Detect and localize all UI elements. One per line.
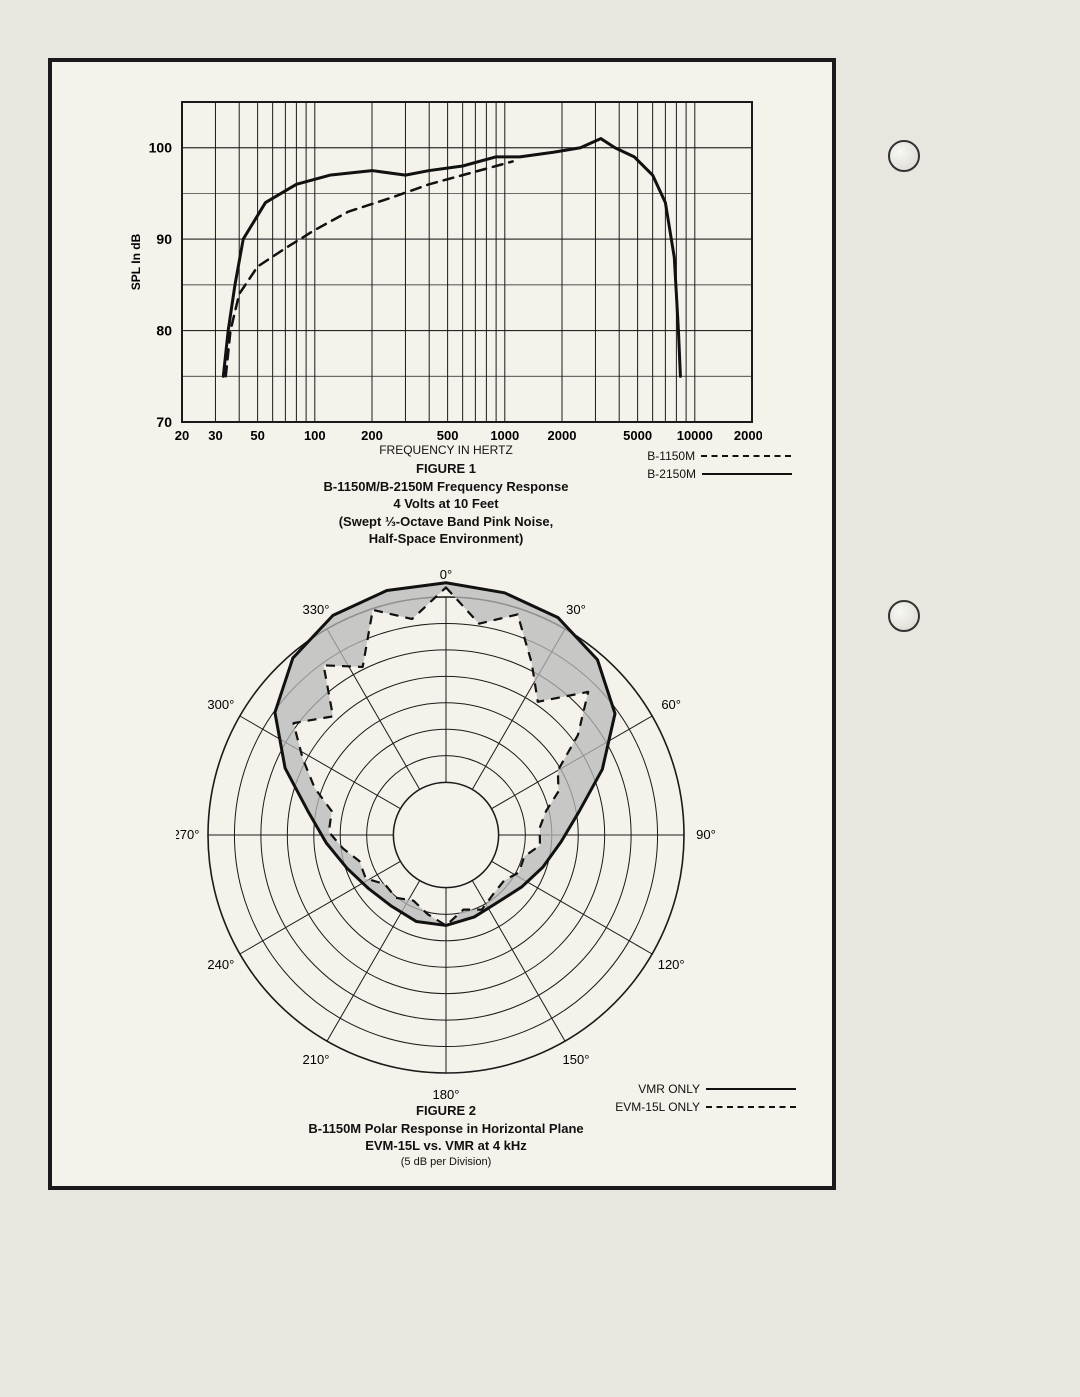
figure-line: 4 Volts at 10 Feet bbox=[52, 495, 840, 513]
frequency-response-chart: 7080901002030501002005001000200050001000… bbox=[122, 92, 762, 432]
svg-text:150°: 150° bbox=[563, 1052, 590, 1067]
svg-text:1000: 1000 bbox=[490, 428, 519, 443]
svg-text:100: 100 bbox=[304, 428, 326, 443]
svg-text:70: 70 bbox=[156, 414, 172, 430]
svg-text:270°: 270° bbox=[176, 827, 199, 842]
svg-text:0°: 0° bbox=[440, 567, 452, 582]
figure-line: Half-Space Environment) bbox=[52, 530, 840, 548]
figure1-caption: FREQUENCY IN HERTZ FIGURE 1 B-1150M/B-21… bbox=[52, 442, 840, 548]
svg-text:50: 50 bbox=[250, 428, 264, 443]
svg-text:2000: 2000 bbox=[548, 428, 577, 443]
svg-text:330°: 330° bbox=[303, 602, 330, 617]
figure-line: EVM-15L vs. VMR at 4 kHz bbox=[52, 1137, 840, 1155]
figure-line: (Swept ⅓-Octave Band Pink Noise, bbox=[52, 513, 840, 531]
svg-text:30°: 30° bbox=[566, 602, 586, 617]
svg-text:30: 30 bbox=[208, 428, 222, 443]
svg-text:10000: 10000 bbox=[677, 428, 713, 443]
svg-text:60°: 60° bbox=[661, 697, 681, 712]
punch-hole-icon bbox=[888, 140, 920, 172]
figure-label: FIGURE 2 bbox=[52, 1102, 840, 1120]
legend-item-vmr: VMR ONLY bbox=[615, 1082, 796, 1096]
punch-hole-icon bbox=[888, 600, 920, 632]
svg-text:200: 200 bbox=[361, 428, 383, 443]
svg-text:90°: 90° bbox=[696, 827, 716, 842]
svg-text:80: 80 bbox=[156, 323, 172, 339]
figure-label: FIGURE 1 bbox=[52, 460, 840, 478]
svg-text:500: 500 bbox=[437, 428, 459, 443]
svg-text:90: 90 bbox=[156, 231, 172, 247]
legend-label: VMR ONLY bbox=[638, 1082, 700, 1096]
svg-text:20: 20 bbox=[175, 428, 189, 443]
svg-text:20000: 20000 bbox=[734, 428, 762, 443]
polar-response-chart: 0°30°60°90°120°150°180°210°240°270°300°3… bbox=[176, 556, 716, 1096]
svg-text:180°: 180° bbox=[433, 1087, 460, 1102]
solid-line-icon bbox=[706, 1088, 796, 1090]
page-frame: 70 80 90 100 20 30 50 100 200 500 1000 2000 5000 1000… bbox=[48, 58, 836, 1190]
svg-text:210°: 210° bbox=[303, 1052, 330, 1067]
svg-text:5000: 5000 bbox=[623, 428, 652, 443]
svg-text:SPL In dB: SPL In dB bbox=[129, 233, 143, 290]
figure2-caption: FIGURE 2 B-1150M Polar Response in Horiz… bbox=[52, 1102, 840, 1169]
figure-title: B-1150M Polar Response in Horizontal Pla… bbox=[52, 1120, 840, 1138]
figure-line: (5 dB per Division) bbox=[52, 1155, 840, 1170]
svg-text:100: 100 bbox=[149, 140, 173, 156]
svg-text:300°: 300° bbox=[207, 697, 234, 712]
x-axis-label: FREQUENCY IN HERTZ bbox=[52, 442, 840, 458]
svg-text:240°: 240° bbox=[207, 957, 234, 972]
figure-title: B-1150M/B-2150M Frequency Response bbox=[52, 478, 840, 496]
svg-text:120°: 120° bbox=[658, 957, 685, 972]
